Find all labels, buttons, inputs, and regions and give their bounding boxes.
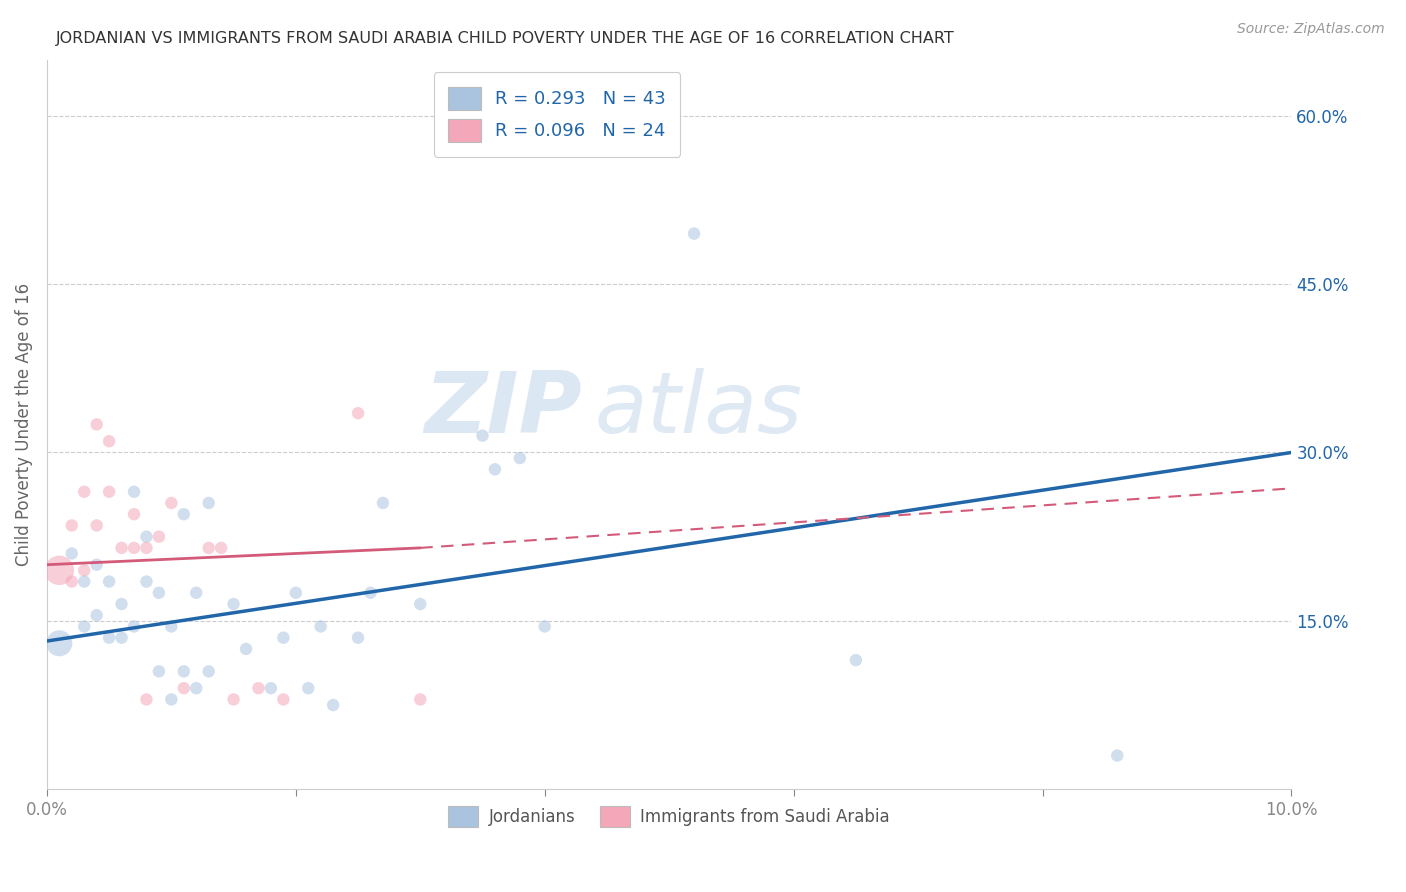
- Point: [160, 496, 183, 510]
- Point: [160, 619, 183, 633]
- Point: [197, 541, 219, 555]
- Point: [509, 451, 531, 466]
- Point: [98, 574, 121, 589]
- Legend: Jordanians, Immigrants from Saudi Arabia: Jordanians, Immigrants from Saudi Arabia: [440, 797, 898, 836]
- Point: [845, 653, 868, 667]
- Point: [235, 641, 257, 656]
- Point: [359, 586, 381, 600]
- Point: [135, 692, 157, 706]
- Point: [197, 496, 219, 510]
- Point: [98, 631, 121, 645]
- Point: [347, 631, 370, 645]
- Point: [297, 681, 319, 696]
- Point: [247, 681, 270, 696]
- Point: [273, 692, 295, 706]
- Point: [73, 619, 96, 633]
- Point: [160, 692, 183, 706]
- Y-axis label: Child Poverty Under the Age of 16: Child Poverty Under the Age of 16: [15, 283, 32, 566]
- Text: atlas: atlas: [595, 368, 803, 451]
- Point: [284, 586, 307, 600]
- Point: [186, 681, 208, 696]
- Point: [86, 558, 108, 572]
- Point: [48, 563, 70, 577]
- Point: [173, 507, 195, 521]
- Point: [135, 574, 157, 589]
- Point: [409, 692, 432, 706]
- Point: [197, 665, 219, 679]
- Point: [309, 619, 332, 633]
- Point: [110, 541, 132, 555]
- Point: [60, 518, 83, 533]
- Point: [86, 518, 108, 533]
- Point: [209, 541, 232, 555]
- Point: [73, 574, 96, 589]
- Point: [86, 417, 108, 432]
- Point: [409, 597, 432, 611]
- Point: [110, 597, 132, 611]
- Point: [173, 665, 195, 679]
- Point: [73, 484, 96, 499]
- Point: [471, 428, 494, 442]
- Point: [73, 563, 96, 577]
- Text: Source: ZipAtlas.com: Source: ZipAtlas.com: [1237, 22, 1385, 37]
- Point: [533, 619, 555, 633]
- Point: [1107, 748, 1129, 763]
- Point: [60, 547, 83, 561]
- Point: [135, 530, 157, 544]
- Point: [484, 462, 506, 476]
- Point: [122, 484, 145, 499]
- Point: [222, 597, 245, 611]
- Point: [371, 496, 394, 510]
- Point: [347, 406, 370, 420]
- Point: [173, 681, 195, 696]
- Point: [48, 636, 70, 650]
- Point: [122, 507, 145, 521]
- Point: [60, 574, 83, 589]
- Point: [322, 698, 344, 712]
- Point: [260, 681, 283, 696]
- Text: JORDANIAN VS IMMIGRANTS FROM SAUDI ARABIA CHILD POVERTY UNDER THE AGE OF 16 CORR: JORDANIAN VS IMMIGRANTS FROM SAUDI ARABI…: [56, 31, 955, 46]
- Point: [222, 692, 245, 706]
- Point: [122, 619, 145, 633]
- Point: [148, 530, 170, 544]
- Point: [86, 608, 108, 623]
- Point: [683, 227, 706, 241]
- Text: ZIP: ZIP: [425, 368, 582, 451]
- Point: [273, 631, 295, 645]
- Point: [98, 484, 121, 499]
- Point: [148, 665, 170, 679]
- Point: [98, 434, 121, 449]
- Point: [122, 541, 145, 555]
- Point: [135, 541, 157, 555]
- Point: [110, 631, 132, 645]
- Point: [186, 586, 208, 600]
- Point: [148, 586, 170, 600]
